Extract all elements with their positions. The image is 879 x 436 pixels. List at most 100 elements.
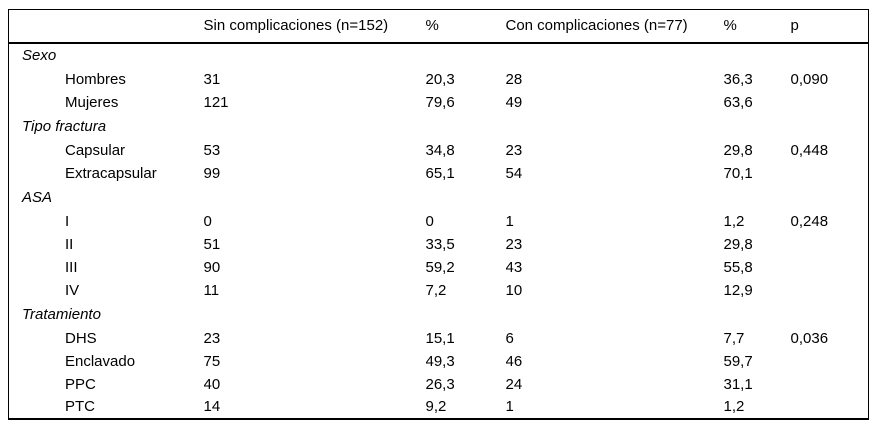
table-row: PPC 40 26,3 24 31,1 — [9, 373, 869, 396]
cell-con_pct: 70,1 — [723, 164, 753, 182]
cell-p — [791, 91, 869, 114]
cell-con_n: 6 — [505, 329, 514, 347]
cell-con_pct: 1,2 — [723, 212, 745, 230]
cell-sin_n: 99 — [203, 164, 221, 182]
cell-con_pct: 7,7 — [723, 329, 745, 347]
cell-con_n: 24 — [505, 375, 523, 393]
cell-sin_n: 31 — [203, 70, 221, 88]
table-container: Sin complicaciones (n=152)% Con complicac… — [8, 9, 869, 420]
table-row: III 90 59,2 43 55,8 — [9, 256, 869, 279]
table-body: Sexo Hombres 31 20,3 28 36,3 0,090 Mujeres 121 79… — [9, 43, 869, 419]
cell-sin_n: 75 — [203, 352, 221, 370]
cell-con_n: 28 — [505, 70, 523, 88]
row-label: PTC — [65, 398, 95, 415]
table-row: PTC 14 9,2 1 1,2 — [9, 396, 869, 419]
cell-con_pct: 59,7 — [723, 352, 753, 370]
section-title: Sexo — [22, 47, 57, 64]
table-row: Mujeres 121 79,6 49 63,6 — [9, 91, 869, 114]
cell-con_n: 46 — [505, 352, 523, 370]
table-row: I 0 0 1 1,2 0,248 — [9, 210, 869, 233]
row-label: Hombres — [65, 70, 126, 88]
cell-sin_pct: 26,3 — [425, 375, 455, 393]
cell-sin_pct: 0 — [425, 212, 434, 230]
cell-con_n: 10 — [505, 281, 523, 299]
cell-sin_pct: 34,8 — [425, 141, 455, 159]
cell-p — [791, 373, 869, 396]
row-label: PPC — [65, 375, 96, 393]
cell-sin_n: 0 — [203, 212, 212, 230]
cell-p — [791, 350, 869, 373]
cell-sin_pct: 7,2 — [425, 281, 447, 299]
cell-con_pct: 63,6 — [723, 93, 753, 111]
section-title: Tipo fractura — [22, 117, 107, 135]
row-label: III — [65, 258, 78, 276]
cell-p — [791, 396, 869, 419]
table-row: Capsular 53 34,8 23 29,8 0,448 — [9, 139, 869, 162]
row-label: Enclavado — [65, 352, 136, 370]
cell-sin_pct: 49,3 — [425, 352, 455, 370]
cell-sin_n: 11 — [203, 281, 220, 299]
cell-sin_pct: 20,3 — [425, 70, 455, 88]
cell-sin_n: 40 — [203, 375, 221, 393]
cell-sin_pct: 33,5 — [425, 235, 455, 253]
row-label: I — [65, 212, 70, 230]
cell-p — [791, 162, 869, 185]
cell-p — [791, 279, 869, 302]
column-header-0 — [8, 9, 204, 44]
cell-con_pct: 29,8 — [723, 235, 753, 253]
cell-con_pct: 1,2 — [723, 398, 745, 415]
header-row: Sin complicaciones (n=152)% Con complicac… — [8, 9, 869, 44]
row-label: IV — [65, 281, 80, 299]
cell-sin_pct: 15,1 — [425, 329, 455, 347]
cell-sin_pct: 59,2 — [425, 258, 455, 276]
cell-p — [791, 256, 869, 279]
section-title: ASA — [22, 188, 53, 206]
cell-sin_n: 90 — [203, 258, 221, 276]
column-header-5: p — [790, 9, 869, 44]
cell-sin_n: 121 — [203, 93, 229, 111]
column-header-1: Sin complicaciones (n=152) — [203, 9, 426, 44]
row-label: Mujeres — [65, 93, 119, 111]
row-label: Capsular — [65, 141, 126, 159]
cell-sin_n: 51 — [203, 235, 221, 253]
table-row: Extracapsular 99 65,1 54 70,1 — [9, 162, 869, 185]
column-header-2: % — [425, 9, 506, 44]
cell-p: 0,036 — [790, 329, 829, 347]
row-label: Extracapsular — [65, 164, 157, 182]
table-header: Sin complicaciones (n=152)% Con complicac… — [8, 9, 869, 44]
cell-sin_n: 14 — [203, 398, 221, 415]
section-row: Tratamiento — [9, 302, 869, 327]
statistics-table: Sin complicaciones (n=152)% Con complicac… — [8, 9, 869, 420]
cell-sin_pct: 65,1 — [425, 164, 455, 182]
cell-con_pct: 36,3 — [723, 70, 753, 88]
cell-p: 0,090 — [790, 70, 829, 88]
table-row: II 51 33,5 23 29,8 — [9, 233, 869, 256]
cell-sin_pct: 9,2 — [425, 398, 447, 415]
cell-con_n: 1 — [505, 398, 514, 415]
cell-p: 0,248 — [790, 212, 829, 230]
cell-con_n: 23 — [505, 235, 523, 253]
cell-p: 0,448 — [790, 141, 829, 159]
section-row: Sexo — [9, 43, 869, 68]
table-row: IV 11 7,2 10 12,9 — [9, 279, 869, 302]
section-row: Tipo fractura — [9, 114, 869, 139]
cell-sin_n: 53 — [203, 141, 221, 159]
column-header-4: % — [723, 9, 791, 44]
section-row: ASA — [9, 185, 869, 210]
row-label: II — [65, 235, 74, 253]
table-row: DHS 23 15,1 6 7,7 0,036 — [9, 327, 869, 350]
cell-con_pct: 29,8 — [723, 141, 753, 159]
column-header-3: Con complicaciones (n=77) — [505, 9, 724, 44]
cell-con_n: 54 — [505, 164, 523, 182]
cell-con_n: 1 — [505, 212, 514, 230]
cell-con_n: 49 — [505, 93, 523, 111]
table-row: Enclavado 75 49,3 46 59,7 — [9, 350, 869, 373]
cell-con_pct: 55,8 — [723, 258, 753, 276]
cell-p — [791, 233, 869, 256]
cell-con_pct: 12,9 — [723, 281, 753, 299]
table-row: Hombres 31 20,3 28 36,3 0,090 — [9, 68, 869, 91]
cell-sin_pct: 79,6 — [425, 93, 455, 111]
cell-sin_n: 23 — [203, 329, 221, 347]
cell-con_n: 43 — [505, 258, 523, 276]
row-label: DHS — [65, 329, 97, 347]
